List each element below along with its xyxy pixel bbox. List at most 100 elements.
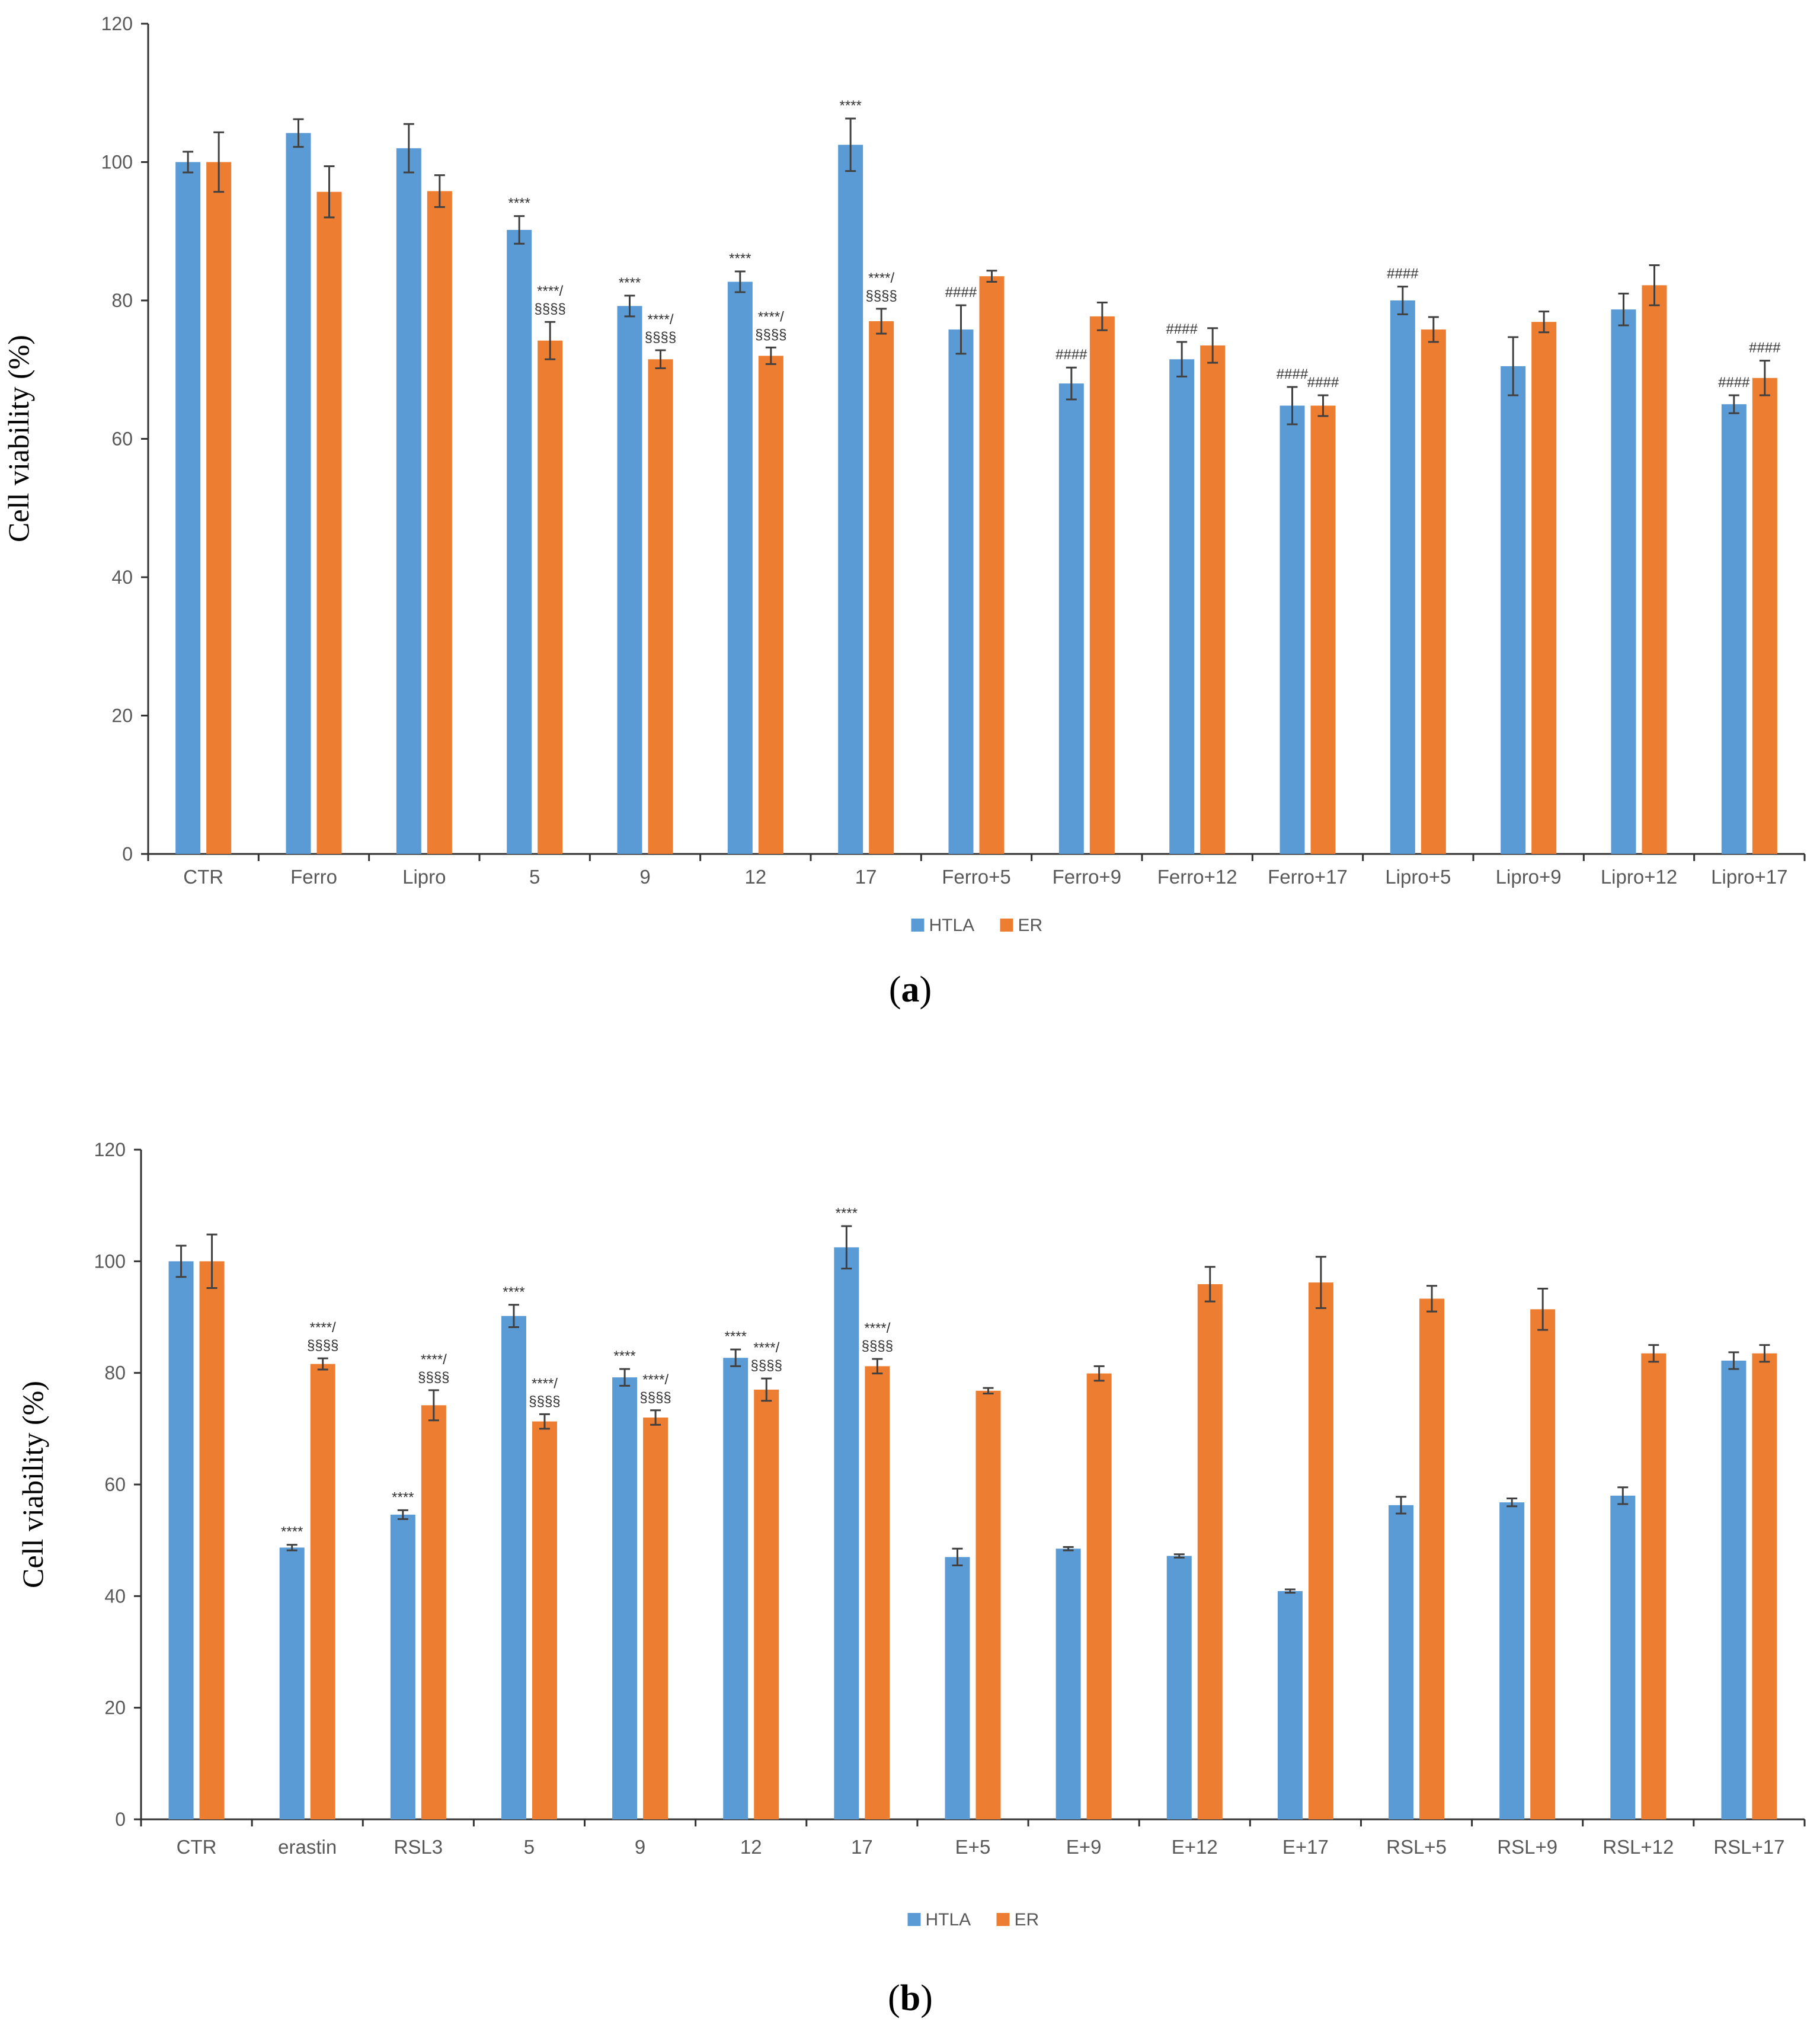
significance-annotation: **** <box>619 275 641 291</box>
panel-letter: a <box>901 970 920 1010</box>
y-tick-label: 100 <box>101 152 133 173</box>
x-tick-label: E+12 <box>1172 1836 1218 1858</box>
significance-annotation: #### <box>1277 366 1309 382</box>
x-tick-label: Ferro <box>290 866 337 888</box>
significance-annotation: **** <box>725 1329 747 1345</box>
bar-er <box>869 321 894 854</box>
legend-swatch-er <box>996 1913 1010 1926</box>
x-tick-label: Lipro <box>402 866 446 888</box>
significance-annotation: §§§§ <box>418 1370 449 1386</box>
legend-swatch-htla <box>911 919 925 932</box>
significance-annotation: ****/ <box>532 1375 558 1391</box>
significance-annotation: **** <box>839 98 861 114</box>
bar-htla <box>1055 1549 1081 1819</box>
bar-htla <box>838 145 863 854</box>
significance-annotation: ****/ <box>753 1340 779 1356</box>
x-tick-label: Lipro+9 <box>1496 866 1562 888</box>
y-tick-label: 120 <box>101 13 133 34</box>
bar-er <box>1089 316 1115 854</box>
bar-er <box>1752 1353 1777 1819</box>
x-tick-label: RSL+9 <box>1497 1836 1557 1858</box>
bar-htla <box>727 281 753 854</box>
significance-annotation: #### <box>1387 266 1419 282</box>
significance-annotation: ****/ <box>537 283 563 299</box>
x-tick-label: Lipro+5 <box>1385 866 1451 888</box>
y-tick-label: 80 <box>104 1362 126 1384</box>
bar-er <box>1197 1284 1223 1819</box>
y-tick-label: 0 <box>115 1809 126 1830</box>
x-tick-label: 9 <box>639 866 650 888</box>
bar-htla <box>834 1247 859 1819</box>
bar-er <box>754 1389 779 1819</box>
significance-annotation: §§§§ <box>751 1358 782 1374</box>
y-tick-label: 40 <box>104 1585 126 1607</box>
legend-label-htla: HTLA <box>926 1910 971 1930</box>
bar-htla <box>507 229 532 854</box>
panel-a-chart: 0 20 40 60 80 100 120 Cell viability (%) CTR Ferr… <box>2 13 1806 1010</box>
bar-htla <box>1058 383 1084 854</box>
significance-annotation: §§§§ <box>865 288 897 304</box>
x-tick-label: Ferro+12 <box>1157 866 1237 888</box>
significance-annotation: ****/ <box>864 1320 890 1336</box>
bar-htla <box>1169 359 1195 854</box>
y-tick-label: 40 <box>111 567 133 588</box>
x-tick-label: RSL+5 <box>1386 1836 1447 1858</box>
bar-er <box>758 356 783 854</box>
bar-htla <box>945 1557 970 1819</box>
x-tick-label: RSL+17 <box>1713 1836 1784 1858</box>
significance-annotation: ****/ <box>758 309 784 325</box>
bar-htla <box>1501 366 1526 854</box>
bar-htla <box>1389 1505 1414 1819</box>
significance-annotation: ****/ <box>421 1352 447 1368</box>
x-tick-label: RSL3 <box>394 1836 443 1858</box>
significance-annotation: **** <box>508 196 530 212</box>
bar-er <box>427 191 452 854</box>
bar-er <box>1200 345 1226 854</box>
bar-er <box>1641 1353 1667 1819</box>
bar-er <box>199 1261 225 1819</box>
significance-annotation: §§§§ <box>534 301 565 317</box>
significance-annotation: ****/ <box>647 312 673 328</box>
bar-htla <box>1280 405 1305 854</box>
bar-htla <box>1721 404 1747 854</box>
x-tick-label: Ferro+17 <box>1268 866 1348 888</box>
bar-htla <box>723 1358 749 1819</box>
significance-annotation: **** <box>613 1348 635 1364</box>
bar-er <box>1642 285 1667 854</box>
significance-annotation: #### <box>1718 375 1750 391</box>
significance-annotation: **** <box>281 1524 303 1540</box>
x-tick-label: 17 <box>855 866 877 888</box>
bar-htla <box>1277 1591 1303 1819</box>
legend-swatch-er <box>1000 919 1013 932</box>
x-tick-label: E+9 <box>1066 1836 1102 1858</box>
significance-annotation: #### <box>1307 375 1339 391</box>
significance-annotation: §§§§ <box>645 329 676 345</box>
bar-htla <box>1611 309 1636 854</box>
bar-er <box>1086 1373 1112 1819</box>
bar-er <box>206 162 232 854</box>
significance-annotation: §§§§ <box>529 1393 560 1409</box>
x-tick-label: 17 <box>851 1836 873 1858</box>
y-tick-label: 60 <box>111 428 133 450</box>
bar-er <box>310 1364 335 1819</box>
bar-er <box>1752 377 1777 854</box>
x-tick-label: 5 <box>524 1836 535 1858</box>
y-axis-label: Cell viability (%) <box>2 335 35 542</box>
bar-er <box>1531 322 1557 854</box>
bar-htla <box>1499 1502 1525 1819</box>
bar-er <box>316 191 342 854</box>
bar-htla <box>390 1514 415 1819</box>
significance-annotation: ****/ <box>310 1320 336 1336</box>
bar-er <box>979 276 1005 854</box>
x-tick-label: 5 <box>529 866 540 888</box>
bar-htla <box>1610 1495 1636 1819</box>
bar-htla <box>1390 300 1415 854</box>
significance-annotation: **** <box>836 1205 858 1221</box>
bar-er <box>1530 1309 1556 1819</box>
bar-er <box>1308 1282 1333 1819</box>
legend-swatch-htla <box>907 1913 921 1926</box>
x-tick-label: Lipro+12 <box>1601 866 1677 888</box>
bar-er <box>1310 405 1336 854</box>
significance-annotation: #### <box>1055 347 1087 363</box>
x-tick-label: RSL+12 <box>1603 1836 1674 1858</box>
